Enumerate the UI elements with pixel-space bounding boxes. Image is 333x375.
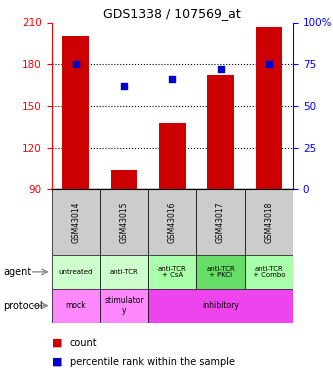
Title: GDS1338 / 107569_at: GDS1338 / 107569_at bbox=[104, 7, 241, 20]
Point bbox=[266, 61, 272, 67]
Text: anti-TCR
+ CsA: anti-TCR + CsA bbox=[158, 266, 187, 278]
Point bbox=[73, 61, 79, 67]
Bar bbox=[63, 36, 89, 189]
Point bbox=[170, 76, 175, 82]
Bar bbox=[52, 289, 100, 322]
Text: untreated: untreated bbox=[59, 269, 93, 275]
Bar bbox=[52, 255, 100, 289]
Bar bbox=[148, 255, 196, 289]
Text: anti-TCR: anti-TCR bbox=[110, 269, 139, 275]
Bar bbox=[148, 189, 196, 255]
Bar bbox=[245, 255, 293, 289]
Bar bbox=[207, 75, 234, 189]
Text: GSM43016: GSM43016 bbox=[168, 201, 177, 243]
Bar bbox=[256, 27, 282, 189]
Text: ■: ■ bbox=[52, 357, 62, 367]
Bar bbox=[100, 189, 148, 255]
Bar bbox=[100, 289, 148, 322]
Text: anti-TCR
+ Combo: anti-TCR + Combo bbox=[253, 266, 285, 278]
Text: anti-TCR
+ PKCi: anti-TCR + PKCi bbox=[206, 266, 235, 278]
Bar bbox=[111, 170, 137, 189]
Text: agent: agent bbox=[3, 267, 32, 277]
Bar bbox=[100, 255, 148, 289]
Text: GSM43018: GSM43018 bbox=[264, 201, 273, 243]
Text: count: count bbox=[70, 338, 98, 348]
Point bbox=[218, 66, 223, 72]
Text: GSM43015: GSM43015 bbox=[120, 201, 129, 243]
Bar bbox=[52, 189, 100, 255]
Point bbox=[122, 83, 127, 89]
Bar bbox=[245, 189, 293, 255]
Bar bbox=[159, 123, 185, 189]
Bar bbox=[196, 189, 245, 255]
Text: GSM43014: GSM43014 bbox=[71, 201, 80, 243]
Text: inhibitory: inhibitory bbox=[202, 301, 239, 310]
Text: ■: ■ bbox=[52, 338, 62, 348]
Bar bbox=[196, 255, 245, 289]
Text: GSM43017: GSM43017 bbox=[216, 201, 225, 243]
Text: stimulator
y: stimulator y bbox=[104, 296, 144, 315]
Text: percentile rank within the sample: percentile rank within the sample bbox=[70, 357, 235, 367]
Text: protocol: protocol bbox=[3, 301, 43, 310]
Bar bbox=[148, 289, 293, 322]
Text: mock: mock bbox=[66, 301, 86, 310]
